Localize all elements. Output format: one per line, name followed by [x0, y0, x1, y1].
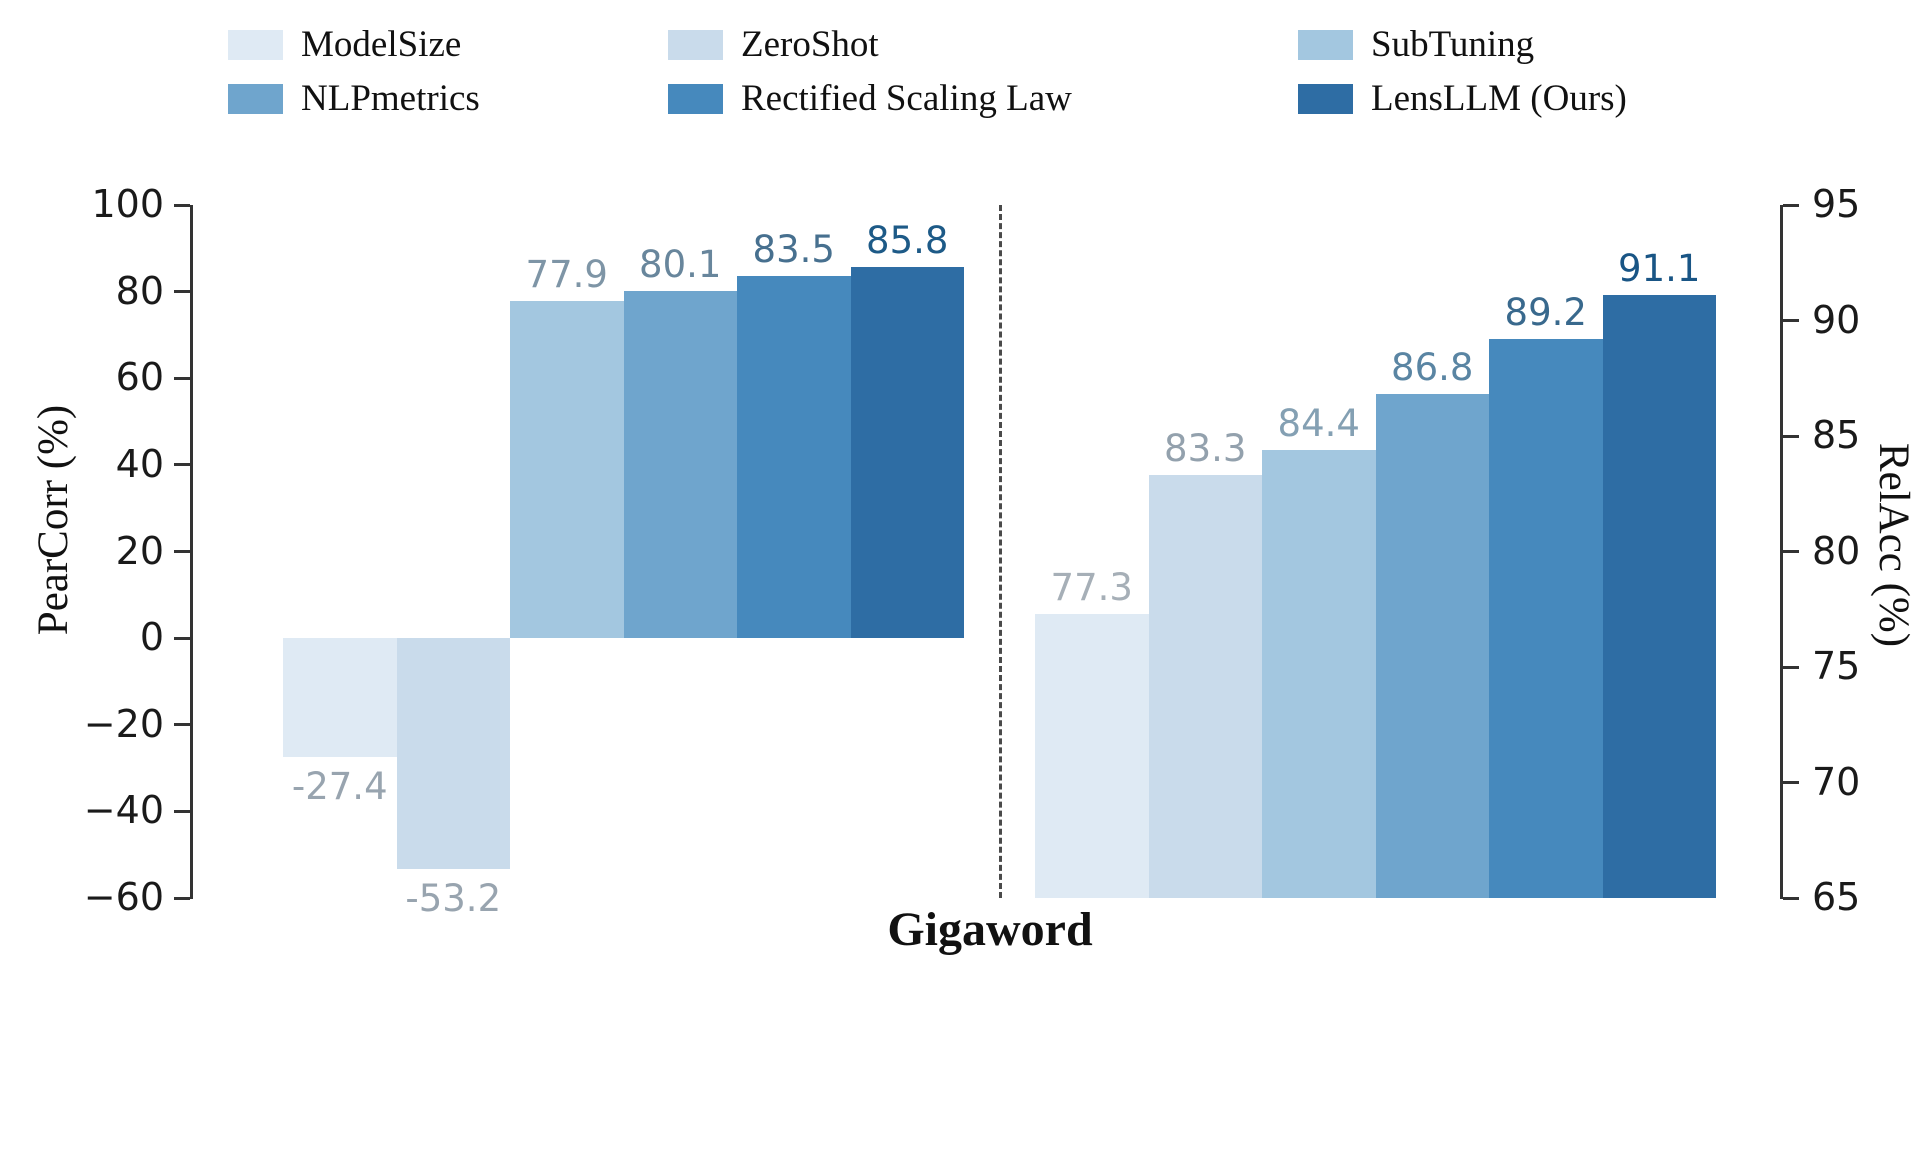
right-axis-spine: [1780, 205, 1783, 899]
left-axis-tick-mark: [174, 290, 190, 294]
right-axis-tick-mark: [1783, 896, 1799, 900]
left-axis-tick-label: 80: [115, 268, 164, 313]
right-axis-tick-mark: [1783, 319, 1799, 322]
bar-value-label: 84.4: [1277, 401, 1360, 445]
bar-pearcorr-4: [737, 276, 851, 639]
bar-value-label: 80.1: [639, 243, 722, 287]
panel-divider: [999, 205, 1002, 898]
left-axis-tick-mark: [174, 550, 190, 553]
bar-value-label: 83.5: [752, 228, 835, 272]
left-axis-tick-label: 40: [115, 441, 164, 486]
left-axis-tick-label: 60: [115, 355, 164, 400]
left-axis-tick-mark: [174, 809, 190, 813]
right-axis-tick-label: 90: [1812, 297, 1861, 342]
bar-value-label: 85.8: [866, 218, 949, 262]
bar-relacc-1: [1148, 475, 1262, 898]
bar-value-label: -27.4: [291, 764, 388, 808]
left-axis-tick-label: 20: [115, 528, 164, 573]
bar-relacc-2: [1262, 449, 1376, 898]
left-axis-spine: [190, 205, 193, 899]
right-axis-tick-label: 95: [1812, 182, 1861, 226]
right-axis-tick-mark: [1783, 665, 1799, 669]
bar-pearcorr-5: [850, 266, 964, 639]
bar-relacc-4: [1489, 338, 1603, 898]
right-axis-tick-label: 85: [1812, 413, 1861, 457]
bar-value-label: 89.2: [1504, 290, 1587, 334]
left-axis-tick-mark: [174, 463, 190, 467]
legend-label: Rectified Scaling Law: [741, 78, 1072, 119]
bar-value-label: 91.1: [1618, 247, 1701, 291]
left-axis-tick-label: 100: [91, 182, 164, 226]
left-axis-tick-mark: [174, 723, 190, 727]
left-axis-tick-mark: [174, 636, 190, 640]
left-axis-tick-label: −40: [83, 788, 164, 833]
bar-value-label: 83.3: [1164, 427, 1247, 471]
legend-swatch: [1298, 30, 1353, 60]
legend-swatch: [228, 84, 283, 114]
left-axis-tick-mark: [174, 203, 190, 207]
left-axis-tick-label: −20: [83, 701, 164, 746]
right-axis-tick-mark: [1783, 203, 1799, 207]
legend-swatch: [668, 30, 723, 60]
legend-swatch: [228, 30, 283, 60]
left-axis-tick-mark: [174, 896, 190, 900]
legend-label: ModelSize: [301, 24, 462, 65]
bar-value-label: 77.3: [1050, 565, 1133, 609]
legend-swatch: [1298, 84, 1353, 114]
left-axis-tick-label: 0: [139, 615, 164, 660]
legend-label: SubTuning: [1371, 24, 1535, 65]
legend-swatch: [668, 84, 723, 114]
legend-label: NLPmetrics: [301, 78, 480, 119]
bar-relacc-0: [1035, 613, 1149, 898]
bar-value-label: -53.2: [405, 876, 502, 920]
left-axis-tick-mark: [174, 376, 190, 380]
chart-title: Gigaword: [887, 903, 1093, 956]
bar-pearcorr-3: [623, 291, 737, 639]
bar-pearcorr-0: [283, 638, 397, 757]
bar-pearcorr-2: [510, 300, 624, 639]
left-axis-tick-label: −60: [83, 875, 164, 919]
bar-relacc-5: [1602, 295, 1716, 898]
bar-value-label: 86.8: [1391, 346, 1474, 390]
bar-pearcorr-1: [396, 638, 510, 869]
left-axis-title: PearCorr (%): [30, 404, 77, 636]
right-axis-tick-label: 70: [1812, 759, 1861, 804]
right-axis-title: RelAcc (%): [1870, 442, 1917, 648]
right-axis-tick-label: 65: [1812, 875, 1861, 919]
bar-value-label: 77.9: [525, 252, 608, 296]
legend-label: ZeroShot: [741, 24, 879, 65]
right-axis-tick-mark: [1783, 781, 1799, 784]
bar-relacc-3: [1375, 394, 1489, 898]
right-axis-tick-label: 80: [1812, 528, 1861, 573]
right-axis-tick-mark: [1783, 434, 1799, 438]
legend-label: LensLLM (Ours): [1371, 78, 1627, 119]
right-axis-tick-label: 75: [1812, 644, 1861, 688]
right-axis-tick-mark: [1783, 550, 1799, 553]
